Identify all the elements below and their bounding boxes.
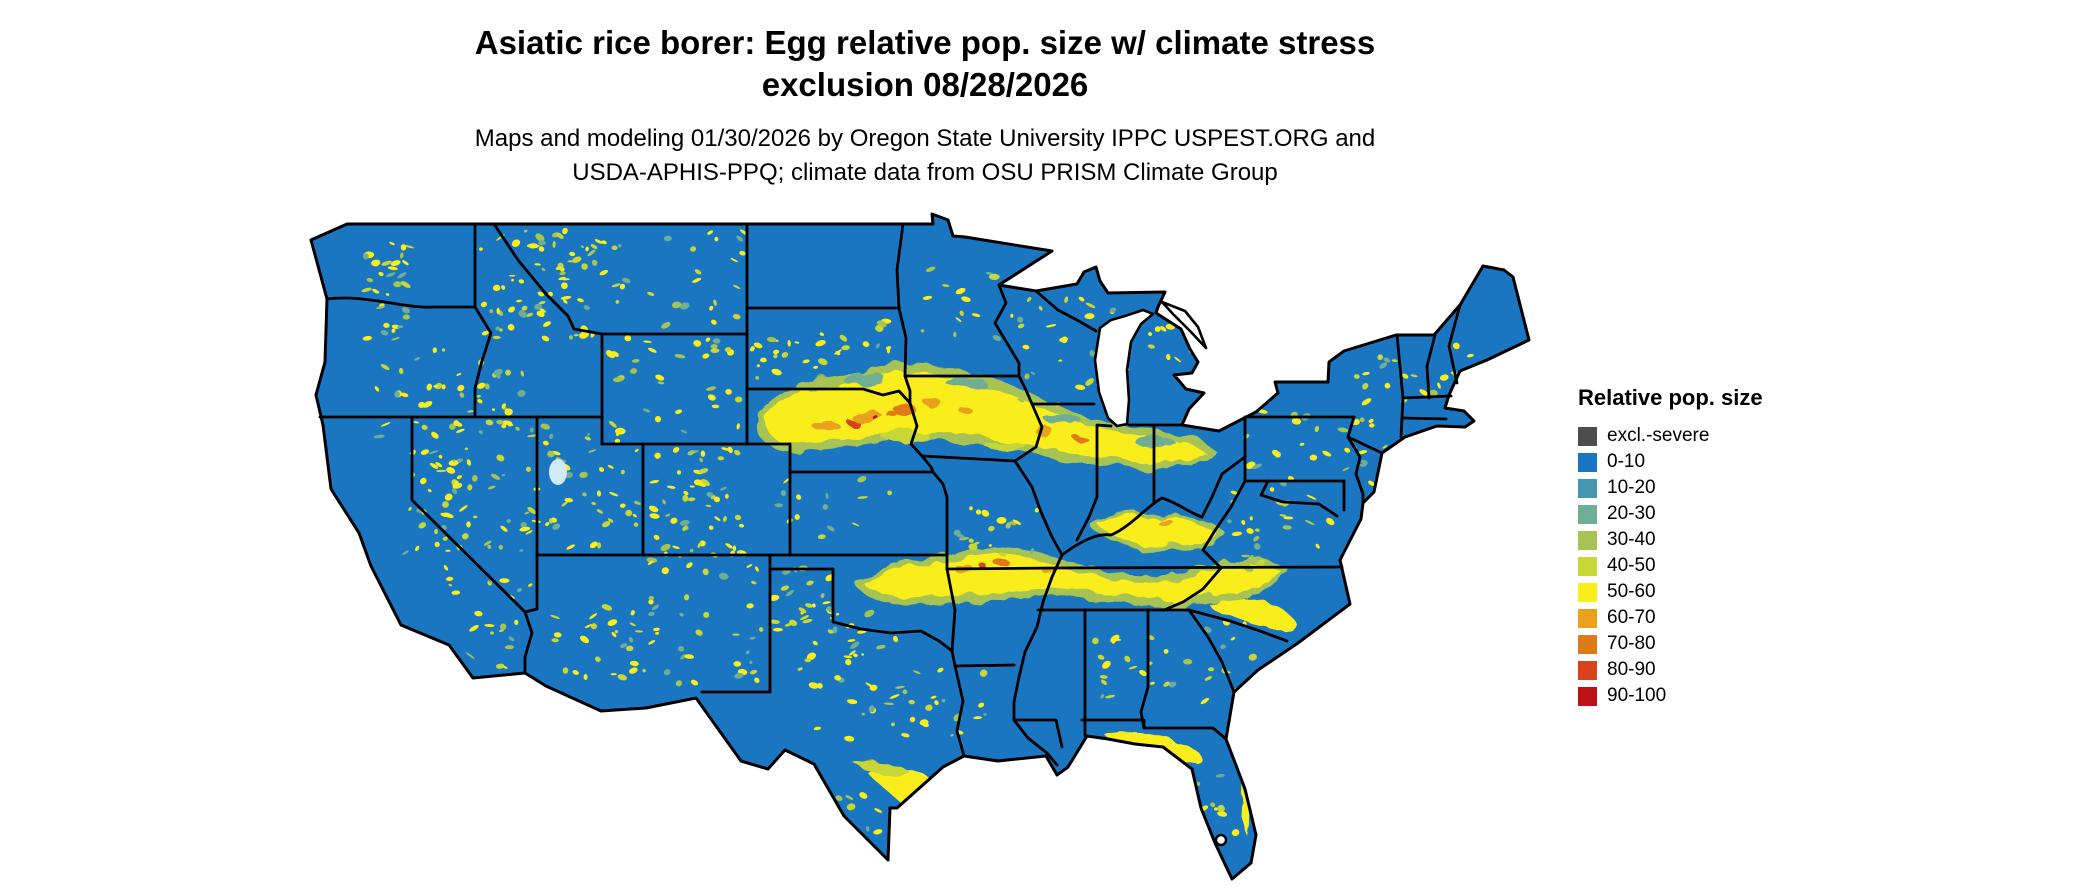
legend: Relative pop. size excl.-severe 0-10 10-20… (1578, 385, 1878, 709)
population-patches (361, 227, 1516, 853)
legend-swatch (1578, 582, 1597, 602)
legend-swatch (1578, 452, 1597, 472)
legend-item: 20-30 (1578, 501, 1878, 527)
legend-swatch (1578, 504, 1597, 524)
legend-swatch (1578, 608, 1597, 628)
corn-belt-band (763, 373, 1205, 462)
legend-label: 80-90 (1607, 659, 1656, 680)
legend-item: 90-100 (1578, 683, 1878, 709)
legend-item: 60-70 (1578, 605, 1878, 631)
header: Asiatic rice borer: Egg relative pop. si… (0, 22, 1850, 189)
us-map (309, 212, 1531, 881)
legend-swatch (1578, 686, 1597, 706)
legend-label: 20-30 (1607, 503, 1656, 524)
map-title: Asiatic rice borer: Egg relative pop. si… (0, 22, 1850, 106)
map-subtitle: Maps and modeling 01/30/2026 by Oregon S… (0, 122, 1850, 188)
legend-item: 70-80 (1578, 631, 1878, 657)
piedmont-band (1210, 598, 1293, 630)
legend-swatch (1578, 660, 1597, 680)
legend-swatch (1578, 426, 1597, 446)
legend-swatch (1578, 530, 1597, 550)
legend-swatch (1578, 478, 1597, 498)
national-border (309, 212, 1531, 881)
legend-title: Relative pop. size (1578, 385, 1763, 410)
legend-label: excl.-severe (1607, 425, 1710, 446)
state-borders (318, 222, 1462, 767)
legend-item: 40-50 (1578, 553, 1878, 579)
map-title-line2: exclusion 08/28/2026 (761, 66, 1089, 104)
legend-swatch (1578, 556, 1597, 576)
legend-label: 60-70 (1607, 607, 1656, 628)
legend-item: excl.-severe (1578, 423, 1878, 449)
legend-item: 50-60 (1578, 579, 1878, 605)
great-salt-lake (549, 459, 567, 485)
map-subtitle-line2: USDA-APHIS-PPQ; climate data from OSU PR… (572, 158, 1278, 186)
legend-swatch (1578, 634, 1597, 654)
legend-label: 30-40 (1607, 529, 1656, 550)
legend-label: 10-20 (1607, 477, 1656, 498)
legend-item: 80-90 (1578, 657, 1878, 683)
legend-item: 30-40 (1578, 527, 1878, 553)
legend-label: 90-100 (1607, 685, 1667, 706)
legend-label: 40-50 (1607, 555, 1656, 576)
legend-label: 50-60 (1607, 581, 1656, 602)
florida-east-strip (1239, 782, 1251, 836)
legend-items: excl.-severe 0-10 10-20 20-30 30-40 40-50 50-6… (1578, 423, 1878, 709)
great-lakes (1093, 300, 1208, 428)
legend-label: 70-80 (1607, 633, 1656, 654)
lake-okeechobee (1214, 833, 1228, 847)
map-subtitle-line1: Maps and modeling 01/30/2026 by Oregon S… (474, 125, 1376, 153)
legend-item: 0-10 (1578, 449, 1878, 475)
lake-huron (1160, 300, 1208, 350)
mid-south-band (864, 553, 1280, 600)
legend-item: 10-20 (1578, 475, 1878, 501)
map-title-line1: Asiatic rice borer: Egg relative pop. si… (474, 24, 1376, 61)
us-map-container (305, 210, 1537, 892)
lake-michigan (1093, 308, 1155, 428)
legend-label: 0-10 (1607, 451, 1646, 472)
